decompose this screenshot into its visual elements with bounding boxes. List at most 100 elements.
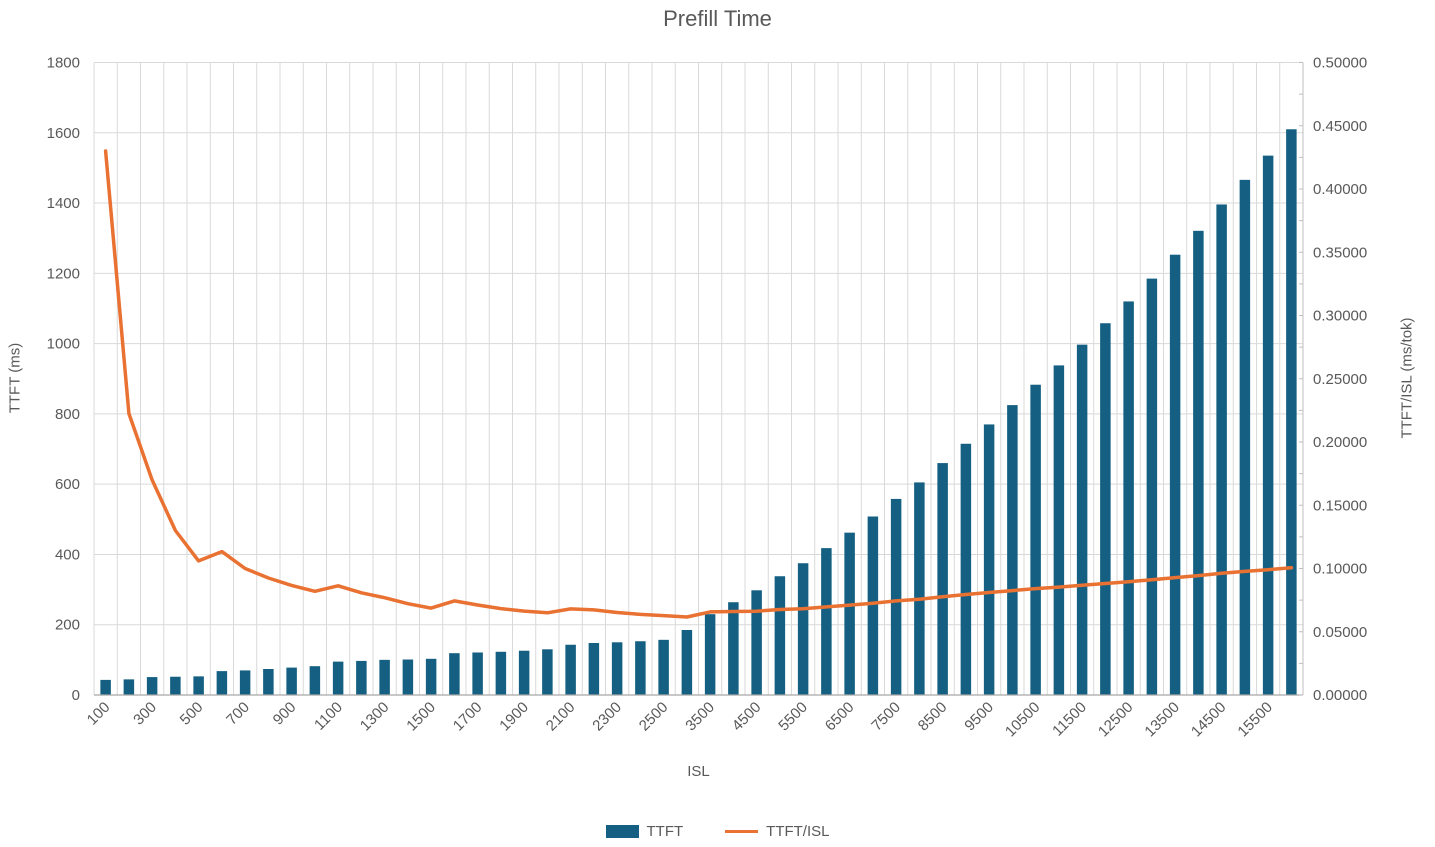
- x-axis-tick-label: 1900: [496, 699, 532, 735]
- ttft-bar[interactable]: [1193, 230, 1204, 695]
- x-axis-tick-label: 7500: [868, 699, 904, 735]
- legend-label-ttft: TTFT: [646, 823, 684, 840]
- ttft-bar[interactable]: [914, 482, 925, 695]
- ttft-bar[interactable]: [1286, 129, 1297, 695]
- ttft-bar[interactable]: [170, 676, 181, 695]
- ttft-bar[interactable]: [332, 661, 344, 695]
- ttft-bar[interactable]: [542, 649, 553, 695]
- chart-title: Prefill Time: [663, 6, 772, 31]
- x-axis-tick-label: 900: [270, 699, 300, 729]
- left-axis-tick-label: 1600: [47, 125, 80, 142]
- x-axis-tick-label: 700: [223, 699, 253, 729]
- gridlines: [93, 62, 1304, 696]
- ttft-bar[interactable]: [472, 652, 483, 695]
- legend-label-ratio: TTFT/ISL: [766, 823, 830, 840]
- ttft-bar[interactable]: [146, 677, 158, 695]
- ttft-bar[interactable]: [123, 679, 135, 695]
- x-axis-tick-label: 3500: [682, 699, 718, 735]
- ttft-bar[interactable]: [1076, 344, 1088, 695]
- ttft-bar[interactable]: [728, 602, 739, 695]
- ttft-bar[interactable]: [1216, 204, 1227, 695]
- ttft-bar[interactable]: [286, 667, 297, 695]
- ttft-bar[interactable]: [960, 443, 972, 695]
- ttft-bar[interactable]: [1146, 278, 1158, 695]
- ttft-bar[interactable]: [402, 659, 414, 695]
- ttft-bar[interactable]: [774, 576, 786, 695]
- left-axis-tick-label: 1800: [47, 55, 80, 72]
- right-axis-tick-label: 0.45000: [1313, 118, 1367, 135]
- x-axis-tick-label: 13500: [1141, 699, 1183, 741]
- x-axis-tick-label: 5500: [775, 699, 811, 735]
- ttft-bar[interactable]: [658, 639, 669, 695]
- x-axis-tick-label: 1100: [311, 699, 346, 734]
- x-axis-tick-label: 1300: [357, 699, 393, 735]
- x-axis-tick-label: 6500: [822, 699, 858, 735]
- legend-item-ttft[interactable]: TTFT: [605, 823, 684, 840]
- right-axis-tick-label: 0.35000: [1313, 244, 1367, 261]
- ratio-line[interactable]: [103, 149, 1294, 619]
- right-axis-tick-label: 0.05000: [1313, 624, 1367, 641]
- ttft-bar[interactable]: [844, 532, 855, 695]
- ttft-bar[interactable]: [565, 644, 576, 695]
- ttft-bar[interactable]: [309, 666, 321, 695]
- ttft-bar[interactable]: [1100, 323, 1111, 695]
- x-axis-title: ISL: [687, 763, 710, 780]
- x-axis-tick-label: 2100: [543, 699, 579, 735]
- x-axis-tick-label: 1500: [403, 699, 439, 735]
- ttft-bar[interactable]: [216, 671, 228, 695]
- left-axis-tick-label: 800: [55, 406, 80, 423]
- ttft-bar[interactable]: [681, 629, 693, 695]
- x-axis-tick-label: 300: [130, 699, 160, 729]
- legend-item-ratio[interactable]: TTFT/ISL: [725, 823, 830, 840]
- ttft-bar[interactable]: [193, 676, 204, 695]
- ttft-bar[interactable]: [100, 679, 111, 695]
- right-axis-tick-label: 0.15000: [1313, 497, 1367, 514]
- ttft-bar-series: [100, 129, 1297, 696]
- x-axis-tick-label: 12500: [1095, 699, 1137, 741]
- ttft-bar[interactable]: [1053, 365, 1065, 695]
- x-axis-tick-label: 4500: [729, 699, 765, 735]
- right-axis-tick-label: 0.40000: [1313, 181, 1367, 198]
- ttft-bar[interactable]: [495, 651, 507, 695]
- ttft-bar[interactable]: [1030, 384, 1041, 695]
- ttft-bar[interactable]: [1007, 405, 1018, 695]
- ttft-bar[interactable]: [425, 658, 437, 695]
- left-axis-tick-label: 400: [55, 546, 80, 563]
- ttft-bar[interactable]: [1262, 155, 1274, 696]
- left-axis-tick-label: 1000: [47, 336, 80, 353]
- ratio-series-swatch: [725, 829, 759, 834]
- x-axis-tick-label: 9500: [961, 699, 997, 735]
- x-axis-tick-label: 14500: [1188, 699, 1230, 741]
- ttft-bar[interactable]: [635, 641, 646, 695]
- ttft-bar[interactable]: [867, 516, 879, 695]
- ttft-bar[interactable]: [704, 614, 716, 695]
- ttft-bar[interactable]: [821, 548, 832, 695]
- x-axis-tick-label: 10500: [1002, 699, 1044, 741]
- ttft-bar[interactable]: [518, 650, 530, 695]
- ttft-bar[interactable]: [1239, 179, 1251, 695]
- ttft-bar[interactable]: [983, 424, 995, 695]
- ttft-bar[interactable]: [239, 670, 251, 695]
- right-axis-tick-label: 0.50000: [1313, 55, 1367, 72]
- ttft-bar[interactable]: [751, 590, 762, 695]
- x-axis-tick-label: 2500: [636, 699, 672, 735]
- ttft-bar[interactable]: [890, 498, 902, 695]
- ttft-bar[interactable]: [356, 660, 367, 695]
- ttft-series-swatch: [605, 825, 639, 838]
- ttft-bar[interactable]: [1123, 301, 1134, 695]
- x-axis-tick-label: 1700: [450, 699, 486, 735]
- ttft-bar[interactable]: [379, 659, 390, 695]
- x-axis-tick-label: 500: [177, 699, 207, 729]
- ttft-bar[interactable]: [449, 653, 460, 695]
- left-axis-tick-label: 1400: [47, 195, 80, 212]
- ttft-bar[interactable]: [588, 642, 600, 695]
- right-axis-title: TTFT/ISL (ms/tok): [1398, 317, 1416, 439]
- ttft-bar[interactable]: [263, 668, 274, 695]
- ttft-bar[interactable]: [797, 563, 809, 695]
- right-axis-tick-label: 0.20000: [1313, 434, 1367, 451]
- ttft-bar[interactable]: [937, 463, 948, 695]
- x-axis-tick-label: 2300: [589, 699, 625, 735]
- ttft-bar[interactable]: [611, 642, 623, 695]
- ttft-bar[interactable]: [1169, 254, 1181, 695]
